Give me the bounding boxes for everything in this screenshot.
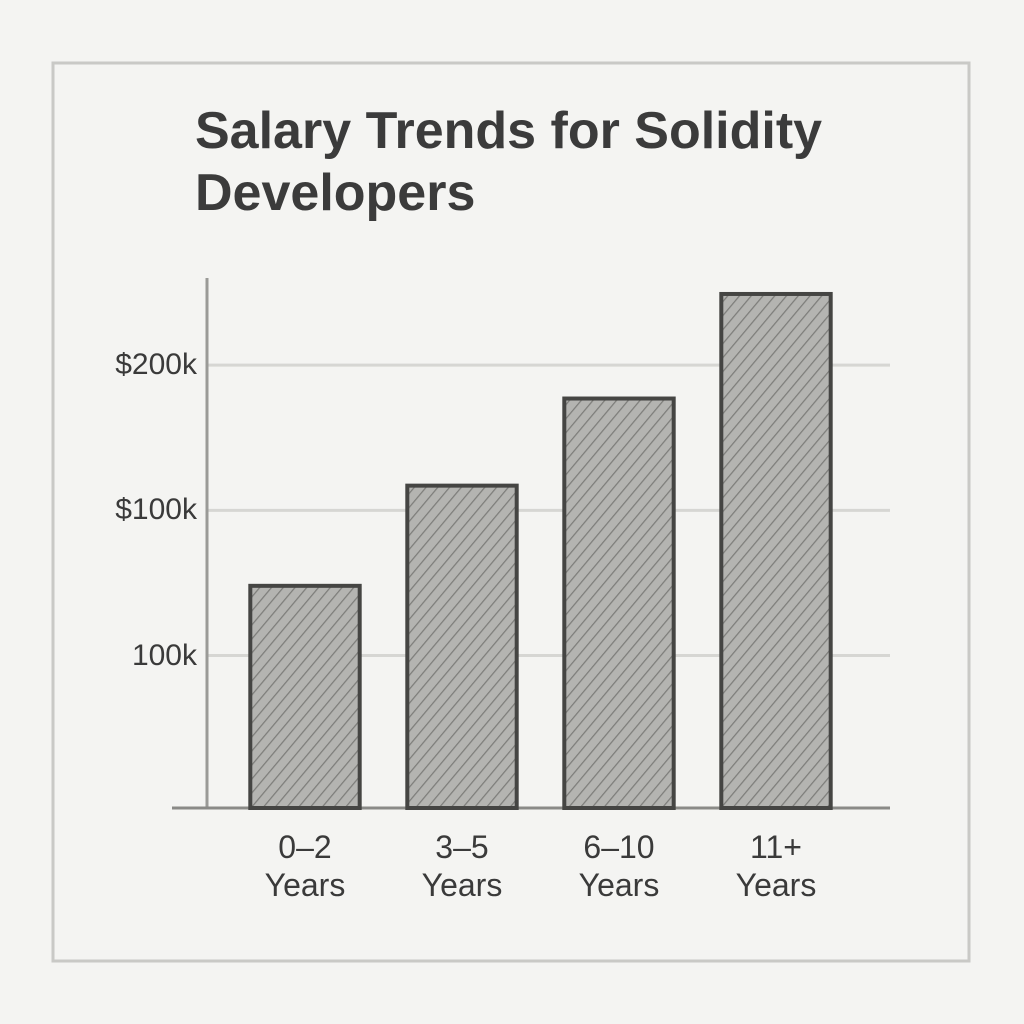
y-tick-label: $200k [115,348,197,382]
bar [719,291,833,810]
chart-title: Salary Trends for Solidity Developers [195,102,823,222]
y-tick-label: 100k [131,638,197,672]
frame [51,61,971,963]
bar [405,483,519,810]
x-tick-label: 11+ Years [735,829,817,903]
y-tick-label: $100k [115,493,197,527]
bar [562,396,676,810]
x-tick-label: 3–5 Years [421,829,503,903]
bar [248,583,362,811]
x-tick-label: 6–10 Years [578,829,660,903]
x-tick-label: 0–2 Years [264,829,346,903]
